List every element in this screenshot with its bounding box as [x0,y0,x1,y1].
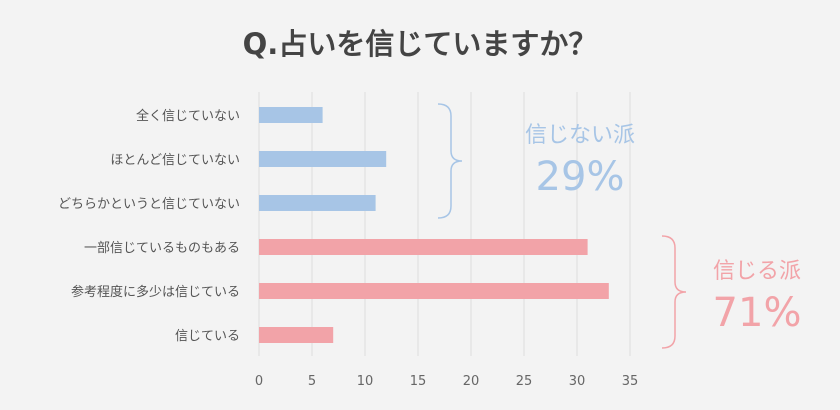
category-label: 全く信じていない [136,108,240,124]
x-tick-label: 15 [410,374,427,389]
gridlines [258,92,631,356]
x-tick-label: 30 [569,374,586,389]
category-labels: 全く信じていないほとんど信じていないどちらかというと信じていない一部信じているも… [58,108,240,344]
group-annotations: 信じない派 29% 信じる派 71% [437,103,802,349]
group-label: 信じる派 [713,259,801,284]
category-label: どちらかというと信じていない [58,197,240,212]
category-label: 一部信じているものもある [84,241,240,256]
group-bracket [437,103,463,219]
category-label: 参考程度に多少は信じている [71,284,240,300]
x-tick-labels: 0 5 10 15 20 25 30 35 [255,374,638,389]
x-tick-label: 20 [463,374,480,389]
x-tick-label: 25 [516,374,533,389]
bar [259,239,588,255]
group-label: 信じない派 [525,123,635,148]
x-tick-label: 35 [622,374,639,389]
category-label: 信じている [175,329,240,344]
bars [259,107,609,343]
x-tick-label: 5 [308,374,316,389]
chart-title: Q.占いを信じていますか？ [243,27,598,61]
group-bracket [661,235,687,349]
group-percent: 29% [536,154,625,200]
group-percent: 71% [713,290,802,336]
bar [259,151,387,167]
bar [259,283,609,299]
x-tick-label: 10 [357,374,374,389]
bar [259,195,376,211]
x-tick-label: 0 [255,374,263,389]
category-label: ほとんど信じていない [110,153,240,168]
bar [259,327,334,343]
bar [259,107,323,123]
